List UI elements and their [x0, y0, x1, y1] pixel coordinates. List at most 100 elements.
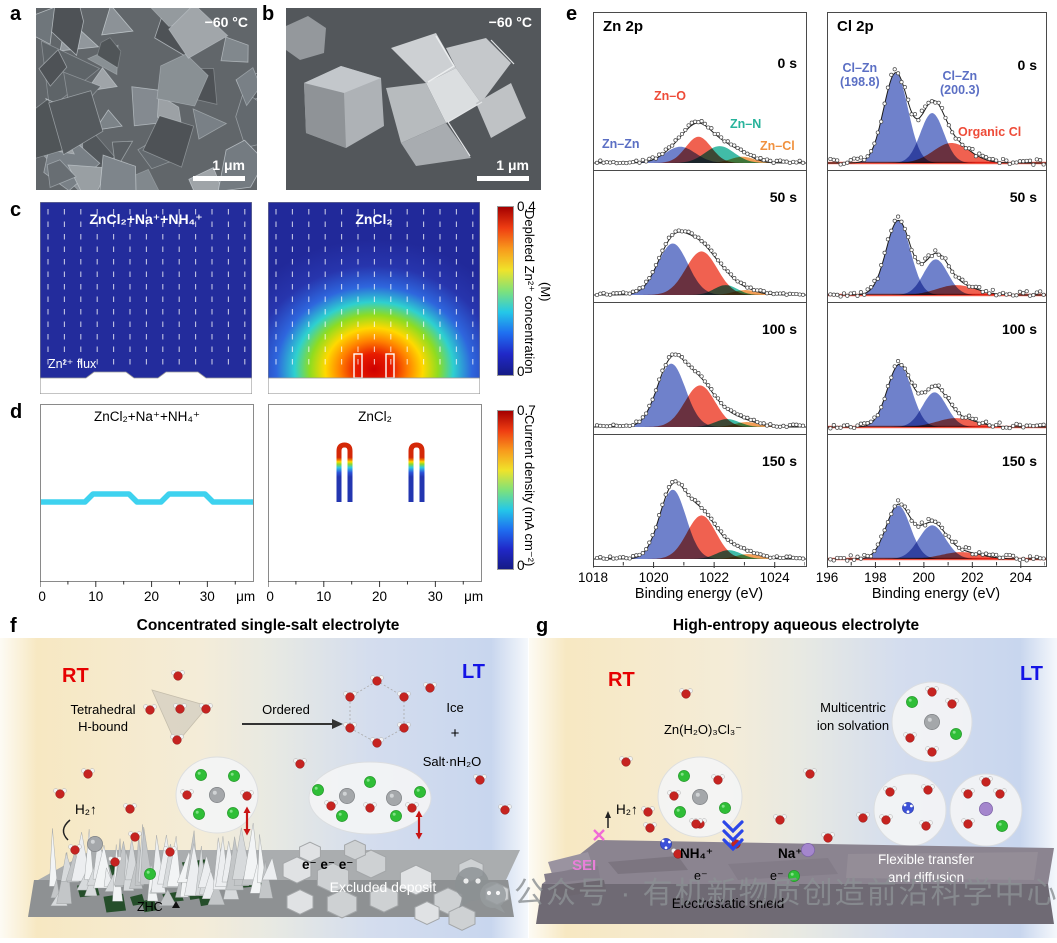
- colorbar-min: 0: [517, 364, 525, 379]
- sem-b-texture: [286, 16, 526, 166]
- xps-subpanel: 100 s: [827, 302, 1047, 435]
- sputter-time: 50 s: [1009, 189, 1037, 205]
- xps-cl2p-column: Cl 2p 0 s Cl–Zn (198.8) Cl–Zn (200.3) Orga…: [827, 12, 1047, 567]
- d-axis-ticks: [268, 581, 464, 587]
- h2-label: H₂↑: [75, 802, 97, 817]
- heatmap-zncl2: ZnCl₂: [268, 202, 480, 394]
- h2-arrow: [62, 819, 71, 841]
- heatmap-title: ZnCl₂: [355, 211, 392, 227]
- peak-label: Organic Cl: [958, 125, 1022, 139]
- e-axis-title: Binding energy (eV): [634, 586, 764, 602]
- multicentric-label-1: Multicentric: [820, 700, 886, 715]
- current-profile-zncl2: ZnCl₂: [268, 404, 482, 582]
- d-axis-ticks: [40, 581, 236, 587]
- schematic-high-entropy: High-entropy aqueous electrolyte RT LT Z…: [529, 617, 1057, 938]
- colorbar-min: 0: [517, 558, 525, 573]
- colorbar-max: 0.4: [517, 199, 536, 214]
- d-axis-unit: μm: [236, 589, 256, 604]
- xps-zn2p-column: Zn 2p 0 s Zn–Zn Zn–O Zn–N Zn–Cl 50 s 100…: [593, 12, 807, 567]
- electrostatic-shield-label: Electrostatic shield: [672, 896, 785, 911]
- heatmap-mixed-electrolyte: ZnCl₂+Na⁺+NH₄⁺ Zn²⁺ flux: [40, 202, 252, 394]
- nh4-label: NH₄⁺: [680, 846, 713, 861]
- scale-bar: [193, 176, 245, 181]
- sputter-time: 100 s: [761, 321, 797, 337]
- ice-label: Ice: [446, 700, 463, 715]
- peak-label: Zn–Zn: [602, 137, 640, 151]
- scale-bar: [477, 176, 529, 181]
- panel-d-label: d: [10, 401, 23, 423]
- d-axis-labels: 0 10 20 30 μm: [266, 589, 484, 604]
- hexagonal-deposits: [282, 839, 509, 931]
- panel-f-title: Concentrated single-salt electrolyte: [137, 617, 400, 634]
- panel-g-label: g: [536, 615, 549, 637]
- xps-region-title: Cl 2p: [837, 18, 874, 35]
- e-axis-title: Binding energy (eV): [871, 586, 1001, 602]
- salt-hydrate-label: Salt·nH₂O: [423, 754, 482, 769]
- xps-subpanel: 150 s: [827, 434, 1047, 567]
- colorbar-title: Depleted Zn²⁺ concentration (M): [522, 210, 553, 374]
- xps-subpanel: 50 s: [827, 170, 1047, 303]
- tetrahedral-label-1: Tetrahedral: [70, 702, 135, 717]
- e-axis-ticks: [593, 562, 805, 568]
- sem-image-b: −60 °C 1 μm: [286, 8, 541, 190]
- wechat-icon: [455, 867, 506, 913]
- salt-hydrate-aggregate: [308, 761, 432, 835]
- sem-a-texture: [36, 8, 257, 190]
- profile-title: ZnCl₂: [358, 409, 392, 424]
- zhc-label: ZHC: [137, 900, 163, 914]
- h2-label: H₂↑: [616, 802, 638, 817]
- ordered-label: Ordered: [262, 702, 310, 717]
- electrons-label: e⁻ e⁻ e⁻: [302, 857, 353, 872]
- lt-label: LT: [462, 661, 485, 683]
- colorbar-current: [497, 410, 514, 570]
- colorbar-title: Current density (mA cm⁻²): [522, 415, 537, 567]
- sputter-time: 100 s: [1001, 321, 1037, 337]
- peak-label: Cl–Zn (198.8): [840, 61, 880, 90]
- sputter-time: 0 s: [777, 55, 797, 71]
- e-axis-ticks: [827, 562, 1045, 568]
- panel-f-label: f: [10, 615, 17, 637]
- sputter-time: 0 s: [1017, 57, 1037, 73]
- panel-a-label: a: [10, 3, 22, 25]
- xps-subpanel: Cl 2p 0 s Cl–Zn (198.8) Cl–Zn (200.3) Orga…: [827, 12, 1047, 171]
- tetrahedron-shape: [151, 689, 209, 745]
- sputter-time: 150 s: [1001, 453, 1037, 469]
- schematic-single-salt: Concentrated single-salt electrolyte RT …: [0, 617, 528, 938]
- colorbar-max: 0.7: [517, 403, 536, 418]
- multicentric-label-2: ion solvation: [817, 718, 889, 733]
- sei-block-cross: [593, 829, 605, 841]
- d-axis-unit: μm: [464, 589, 484, 604]
- xps-subpanel: 50 s: [593, 170, 807, 303]
- na-label: Na⁺: [778, 846, 802, 861]
- peak-label: Zn–N: [730, 117, 762, 131]
- sei-label: SEI: [572, 857, 596, 874]
- heatmap-title: ZnCl₂+Na⁺+NH₄⁺: [89, 211, 202, 227]
- dendrite-zone: [49, 823, 278, 907]
- watermark: 公众号 · 有机新物质创造前沿科学中心: [452, 864, 1057, 916]
- xps-subpanel: 100 s: [593, 302, 807, 435]
- plus-label: +: [451, 725, 460, 742]
- profile-title: ZnCl₂+Na⁺+NH₄⁺: [93, 409, 201, 424]
- watermark-text: 公众号 · 有机新物质创造前沿科学中心: [514, 877, 1057, 910]
- temperature-label: −60 °C: [488, 14, 532, 30]
- scale-bar-label: 1 μm: [496, 157, 529, 173]
- electron-label: e⁻: [770, 869, 784, 883]
- rt-label: RT: [608, 669, 635, 691]
- excluded-deposit-label: Excluded deposit: [330, 879, 437, 895]
- xps-subpanel: Zn 2p 0 s Zn–Zn Zn–O Zn–N Zn–Cl: [593, 12, 807, 171]
- sputter-time: 150 s: [761, 453, 797, 469]
- scale-bar-label: 1 μm: [212, 157, 245, 173]
- colorbar-concentration: [497, 206, 514, 376]
- peak-label: Zn–Cl: [760, 139, 795, 153]
- panel-e-label: e: [566, 3, 578, 25]
- sputter-time: 50 s: [769, 189, 797, 205]
- flux-annotation: Zn²⁺ flux: [48, 357, 97, 371]
- flexible-transfer-label-1: Flexible transfer: [878, 852, 975, 867]
- current-profile-mixed: ZnCl₂+Na⁺+NH₄⁺: [40, 404, 254, 582]
- shield-chevrons: [722, 820, 744, 852]
- peak-label: Zn–O: [654, 89, 686, 103]
- temperature-label: −60 °C: [204, 14, 248, 30]
- lt-label: LT: [1020, 663, 1043, 685]
- panel-c-label: c: [10, 199, 22, 221]
